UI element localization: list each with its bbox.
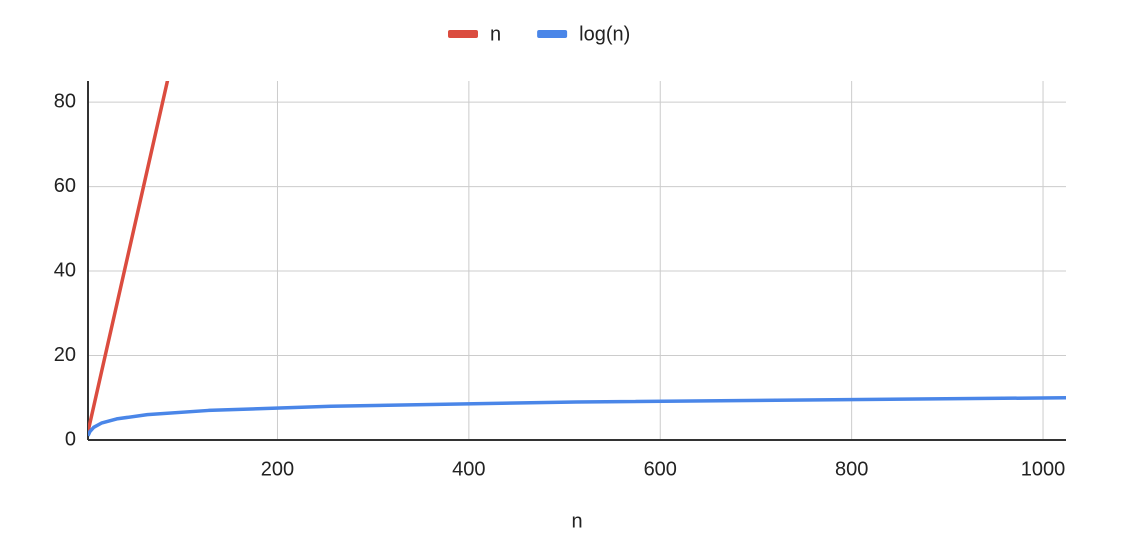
y-tick-label: 20 [54,344,76,366]
y-tick-label: 60 [54,175,76,197]
y-tick-label: 40 [54,259,76,281]
x-tick-label: 800 [835,458,868,480]
legend-label: n [490,23,501,45]
x-tick-label: 200 [261,458,294,480]
y-tick-label: 80 [54,90,76,112]
x-tick-label: 1000 [1021,458,1066,480]
x-axis-title: n [571,510,582,532]
legend-label: log(n) [579,23,630,45]
line-series [88,396,1066,437]
x-tick-label: 600 [644,458,677,480]
y-tick-label: 0 [65,428,76,450]
legend-swatch [448,30,478,38]
legend-swatch [537,30,568,38]
plot-area [88,81,1066,437]
x-tick-label: 400 [452,458,485,480]
line-series [88,81,170,432]
